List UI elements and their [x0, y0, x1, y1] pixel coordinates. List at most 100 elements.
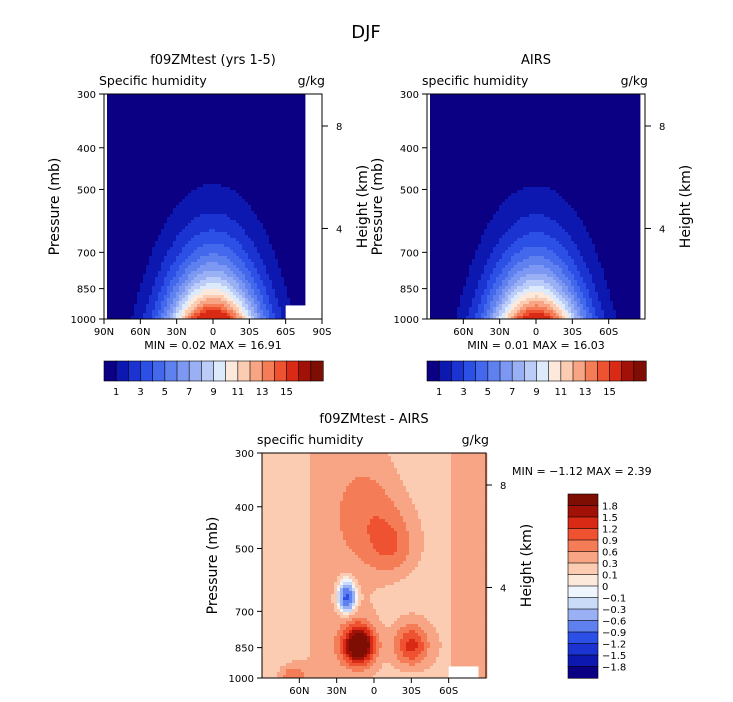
x-tick-label: 30N: [167, 327, 187, 338]
field-cell: [161, 127, 165, 131]
field-cell: [221, 130, 225, 134]
field-cell: [173, 169, 177, 173]
field-cell: [131, 154, 135, 158]
field-cell: [110, 94, 114, 98]
field-cell: [287, 295, 291, 299]
field-cell: [251, 289, 255, 293]
field-cell: [143, 121, 147, 125]
field-cell: [131, 106, 135, 110]
field-cell: [245, 124, 249, 128]
field-cell: [122, 301, 126, 305]
field-cell: [290, 175, 294, 179]
field-cell: [119, 232, 123, 236]
field-cell: [176, 214, 180, 218]
panel-title: f09ZMtest (yrs 1-5): [150, 53, 276, 68]
field-cell: [158, 295, 162, 299]
field-cell: [302, 169, 306, 173]
field-cell: [272, 256, 276, 260]
field-cell: [194, 310, 198, 314]
field-cell: [236, 175, 240, 179]
field-cell: [206, 133, 210, 137]
field-cell: [227, 121, 231, 125]
field-cell: [185, 121, 189, 125]
field-cell: [266, 283, 270, 287]
field-cell: [242, 103, 246, 107]
field-cell: [239, 280, 243, 284]
field-cell: [113, 286, 117, 290]
field-cell: [299, 271, 303, 275]
field-cell: [107, 178, 111, 182]
field-cell: [191, 244, 195, 248]
field-cell: [188, 289, 192, 293]
field-cell: [215, 115, 219, 119]
field-cell: [140, 154, 144, 158]
field-cell: [284, 259, 288, 263]
field-cell: [167, 235, 171, 239]
field-cell: [113, 268, 117, 272]
field-cell: [182, 247, 186, 251]
field-cell: [128, 94, 132, 98]
field-cell: [143, 214, 147, 218]
field-cell: [296, 118, 300, 122]
field-cell: [143, 232, 147, 236]
field-cell: [203, 175, 207, 179]
field-cell: [140, 109, 144, 113]
field-cell: [281, 277, 285, 281]
field-cell: [272, 139, 276, 143]
field-cell: [173, 286, 177, 290]
field-cell: [161, 286, 165, 290]
field-cell: [224, 223, 228, 227]
field-cell: [137, 181, 141, 185]
field-cell: [206, 301, 210, 305]
field-cell: [257, 97, 261, 101]
field-cell: [212, 118, 216, 122]
field-cell: [239, 115, 243, 119]
field-cell: [128, 205, 132, 209]
field-cell: [143, 103, 147, 107]
field-cell: [170, 136, 174, 140]
field-cell: [230, 115, 234, 119]
field-cell: [266, 238, 270, 242]
field-cell: [218, 295, 222, 299]
field-cell: [239, 196, 243, 200]
field-cell: [107, 295, 111, 299]
field-cell: [275, 151, 279, 155]
field-cell: [128, 163, 132, 167]
field-cell: [257, 148, 261, 152]
field-cell: [140, 169, 144, 173]
field-cell: [155, 268, 159, 272]
field-cell: [125, 280, 129, 284]
field-cell: [197, 214, 201, 218]
field-cell: [146, 145, 150, 149]
field-cell: [263, 175, 267, 179]
field-cell: [269, 175, 273, 179]
field-cell: [242, 196, 246, 200]
field-cell: [116, 247, 120, 251]
field-cell: [140, 139, 144, 143]
field-cell: [164, 211, 168, 215]
field-cell: [245, 250, 249, 254]
field-cell: [134, 160, 138, 164]
field-cell: [155, 100, 159, 104]
field-cell: [293, 187, 297, 191]
field-cell: [152, 97, 156, 101]
x-tick-label: 90S: [312, 327, 331, 338]
field-cell: [227, 130, 231, 134]
field-cell: [116, 163, 120, 167]
field-cell: [251, 271, 255, 275]
field-cell: [233, 313, 237, 317]
field-cell: [173, 118, 177, 122]
field-cell: [230, 283, 234, 287]
field-cell: [251, 259, 255, 263]
field-cell: [215, 148, 219, 152]
field-cell: [287, 211, 291, 215]
field-cell: [125, 121, 129, 125]
field-cell: [149, 103, 153, 107]
field-cell: [227, 163, 231, 167]
field-cell: [149, 118, 153, 122]
field-cell: [113, 127, 117, 131]
field-cell: [275, 226, 279, 230]
field-cell: [152, 283, 156, 287]
field-cell: [149, 175, 153, 179]
field-cell: [155, 169, 159, 173]
